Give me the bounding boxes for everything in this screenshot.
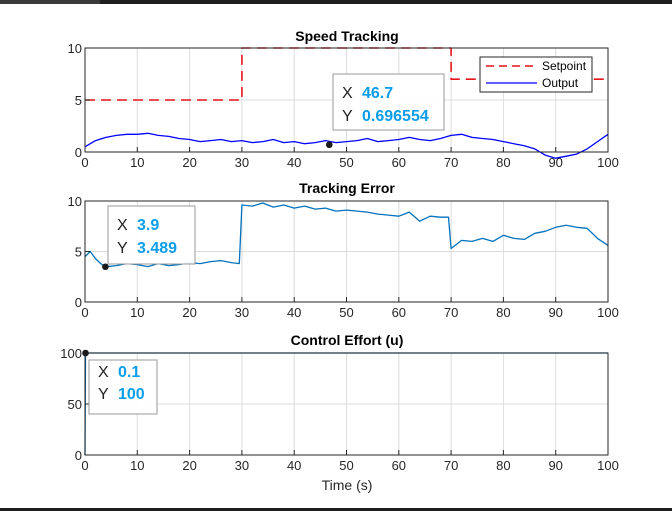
- series-line-output: [84, 132, 609, 159]
- x-tick-label: 60: [392, 458, 406, 473]
- y-tick-label: 100: [60, 346, 82, 361]
- y-tick-label: 10: [68, 41, 82, 56]
- x-tick-label: 20: [182, 305, 196, 320]
- datatip-box: [107, 205, 196, 265]
- x-tick-label: 90: [548, 458, 562, 473]
- x-tick-label: 40: [287, 305, 301, 320]
- x-tick-label: 60: [392, 155, 406, 170]
- chart-title: Tracking Error: [299, 180, 395, 196]
- x-tick-label: 90: [548, 305, 562, 320]
- datatip-y-value: 0.696554: [362, 108, 429, 125]
- x-tick-label: 30: [235, 458, 249, 473]
- datatip-marker[interactable]: [325, 141, 333, 149]
- x-tick-label: 100: [597, 155, 619, 170]
- chart-title: Control Effort (u): [291, 332, 404, 348]
- datatip-x-label: X: [342, 85, 353, 102]
- x-tick-label: 80: [496, 458, 510, 473]
- datatip-box: [332, 73, 445, 131]
- x-tick-label: 20: [182, 155, 196, 170]
- x-tick-label: 10: [130, 155, 144, 170]
- tick-labels: 0 10 20 30 40 50 60 70 80 90 100 0 50 100: [60, 346, 619, 473]
- subplot-speed-tracking: Speed Tracking 0 10 20 30 40 50 60 70 80 90 100 0 5 1…: [68, 28, 619, 170]
- x-tick-label: 70: [444, 458, 458, 473]
- x-tick-label: 0: [81, 458, 88, 473]
- window-bottom-edge: [0, 508, 672, 511]
- subplot-tracking-error: Tracking Error 0 10 20 30 40 50 60 70 80 90 100 0 5 1…: [68, 180, 619, 320]
- x-tick-label: 40: [287, 458, 301, 473]
- x-tick-label: 50: [339, 155, 353, 170]
- x-tick-label: 60: [392, 305, 406, 320]
- y-tick-label: 0: [75, 448, 82, 463]
- datatip-marker[interactable]: [102, 263, 109, 271]
- legend[interactable]: Setpoint Output: [479, 56, 593, 93]
- legend-label-setpoint: Setpoint: [542, 59, 587, 73]
- datatip-y-label: Y: [117, 240, 128, 257]
- y-tick-label: 50: [68, 397, 82, 412]
- datatip[interactable]: X 46.7 Y 0.696554: [332, 73, 445, 131]
- x-tick-label: 80: [496, 155, 510, 170]
- datatip-y-value: 3.489: [137, 240, 177, 257]
- legend-box: [479, 56, 593, 93]
- datatip-y-label: Y: [98, 386, 109, 403]
- datatip-x-value: 0.1: [118, 364, 140, 381]
- x-tick-label: 0: [81, 155, 88, 170]
- legend-label-output: Output: [542, 76, 579, 90]
- tick-labels: 0 10 20 30 40 50 60 70 80 90 100 0 5 10: [68, 194, 619, 320]
- x-tick-label: 30: [235, 155, 249, 170]
- datatip[interactable]: X 0.1 Y 100: [88, 359, 158, 415]
- x-tick-label: 50: [339, 458, 353, 473]
- window-top-bar: [0, 0, 672, 4]
- y-tick-label: 10: [68, 194, 82, 209]
- x-tick-label: 30: [235, 305, 249, 320]
- datatip-x-value: 3.9: [137, 217, 159, 234]
- x-tick-label: 70: [444, 305, 458, 320]
- x-tick-label: 90: [548, 155, 562, 170]
- window-tab-strip: [0, 0, 100, 4]
- x-tick-label: 80: [496, 305, 510, 320]
- x-axis-label: Time (s): [322, 477, 373, 493]
- datatip-y-value: 100: [118, 386, 145, 403]
- y-tick-label: 0: [75, 295, 82, 310]
- x-tick-label: 40: [287, 155, 301, 170]
- y-tick-label: 5: [75, 93, 82, 108]
- grid-lines: [84, 352, 609, 456]
- datatip[interactable]: X 3.9 Y 3.489: [107, 205, 196, 265]
- x-tick-label: 20: [182, 458, 196, 473]
- subplot-control-effort: Control Effort (u) 0 10 20 30 40 50 60 70 80 90 10…: [60, 332, 619, 493]
- chart-title: Speed Tracking: [295, 28, 398, 44]
- x-tick-label: 100: [597, 458, 619, 473]
- x-tick-label: 10: [130, 305, 144, 320]
- y-tick-label: 0: [75, 145, 82, 160]
- datatip-marker[interactable]: [82, 349, 89, 357]
- tick-labels: 0 10 20 30 40 50 60 70 80 90 100 0 5 10: [68, 41, 619, 170]
- x-tick-label: 50: [339, 305, 353, 320]
- datatip-x-label: X: [117, 217, 128, 234]
- x-tick-label: 0: [81, 305, 88, 320]
- x-tick-label: 100: [597, 305, 619, 320]
- datatip-x-label: X: [98, 364, 109, 381]
- datatip-box: [88, 359, 158, 415]
- x-tick-label: 70: [444, 155, 458, 170]
- datatip-y-label: Y: [342, 108, 353, 125]
- datatip-x-value: 46.7: [362, 85, 393, 102]
- y-tick-label: 5: [75, 245, 82, 260]
- x-tick-label: 10: [130, 458, 144, 473]
